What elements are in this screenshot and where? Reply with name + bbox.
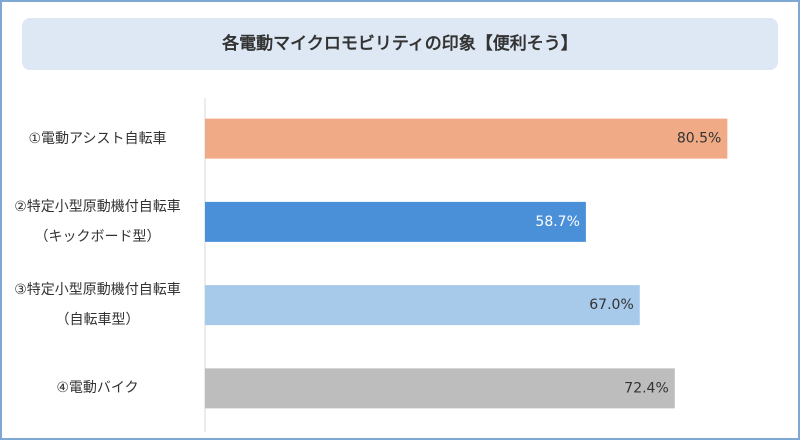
value-label: 67.0% xyxy=(589,297,633,313)
title-box xyxy=(22,18,778,70)
category-label: ②特定小型原動機付自転車 （キックボード型） xyxy=(14,198,181,245)
bar xyxy=(205,201,586,242)
category-label: ①電動アシスト自転車 xyxy=(28,130,167,147)
bar xyxy=(205,285,640,326)
value-label: 72.4% xyxy=(624,380,668,396)
category-label: ④電動バイク xyxy=(56,380,139,397)
value-label: 58.7% xyxy=(535,214,579,230)
bar xyxy=(205,118,728,159)
bar xyxy=(205,368,675,409)
value-label: 80.5% xyxy=(677,131,721,147)
category-label: ③特定小型原動機付自転車 （自転車型） xyxy=(14,282,181,329)
chart-title: 各電動マイクロモビリティの印象【便利そう】 xyxy=(222,34,578,54)
